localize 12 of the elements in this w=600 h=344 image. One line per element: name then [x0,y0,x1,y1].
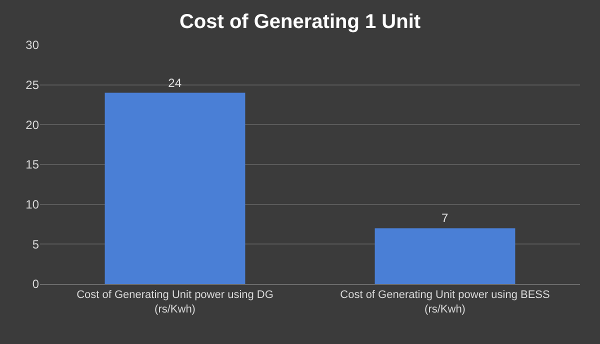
y-tick-label: 0 [32,277,40,292]
x-tick-label: Cost of Generating Unit power using DG (rs/Kwh) [76,289,274,316]
y-tick-label: 20 [26,118,40,132]
x-tick-label: Cost of Generating Unit power using BESS (rs/Kwh) [340,289,550,316]
y-tick-label: 5 [32,237,40,252]
chart-title: Cost of Generating 1 Unit [179,10,421,33]
data-label: 24 [168,76,182,90]
data-label: 7 [442,211,448,226]
y-tick-label: 15 [26,158,40,172]
y-tick-label: 30 [26,38,40,52]
y-tick-label: 25 [26,78,40,92]
y-tick-label: 10 [26,198,40,212]
